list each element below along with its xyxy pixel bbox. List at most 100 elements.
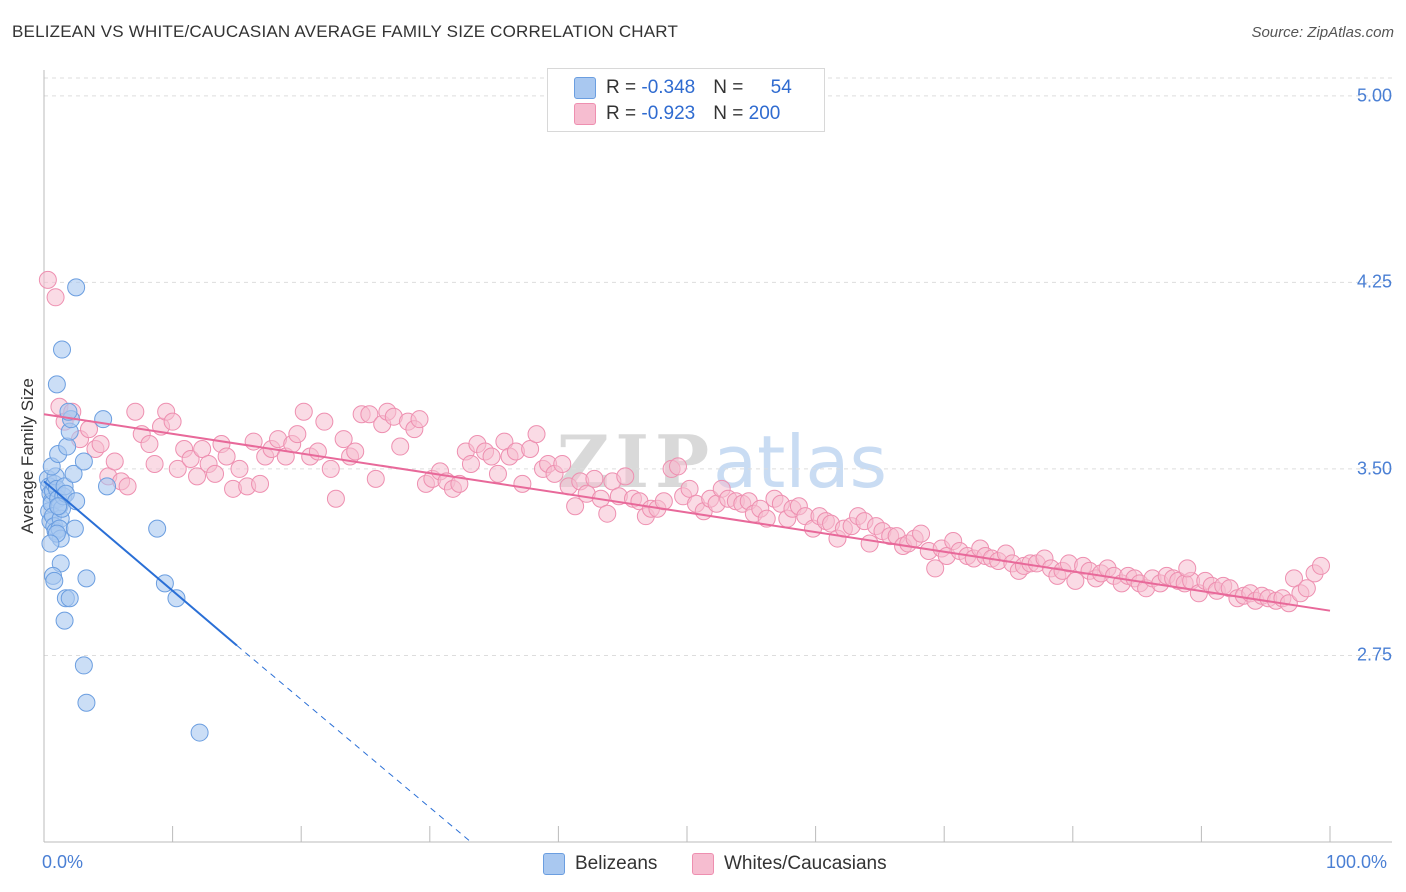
- trend-lines: [43, 413, 1331, 843]
- whites-caucasians-point: [251, 474, 270, 493]
- belizean-point: [98, 477, 117, 496]
- whites-caucasians-point: [1178, 559, 1197, 578]
- whites-caucasians-point: [145, 454, 164, 473]
- whites-caucasians-point: [450, 474, 469, 493]
- whites-caucasians-point: [598, 504, 617, 523]
- whites-caucasians-point: [527, 425, 546, 444]
- belizeans-trend-extension: [236, 645, 472, 843]
- belizean-point: [77, 693, 96, 712]
- whites-caucasians-point: [140, 435, 159, 454]
- whites-caucasians-point: [410, 410, 429, 429]
- y-tick-label: 4.25: [1356, 271, 1392, 292]
- whites-caucasians-point: [118, 477, 137, 496]
- watermark-atlas: atlas: [713, 420, 887, 504]
- belizean-point: [167, 589, 186, 608]
- belizean-point: [45, 571, 64, 590]
- chart-title: BELIZEAN VS WHITE/CAUCASIAN AVERAGE FAMI…: [12, 22, 679, 41]
- belizean-point: [148, 519, 167, 538]
- whites-caucasians-point: [668, 457, 687, 476]
- whites-caucasians-point: [553, 454, 572, 473]
- whites-caucasians-point: [926, 559, 945, 578]
- whites-caucasians-point: [188, 467, 207, 486]
- whites-caucasians-point: [346, 442, 365, 461]
- n-label: N =: [713, 77, 749, 98]
- belizean-point: [53, 340, 72, 359]
- n-value: 200: [748, 103, 781, 124]
- belizean-point: [60, 589, 79, 608]
- whites-caucasians-point: [334, 430, 353, 449]
- legend-text: R = -0.348 N = 54: [606, 77, 792, 99]
- source-label: Source: ZipAtlas.com: [1251, 24, 1394, 41]
- legend-swatch-pink: [574, 103, 596, 125]
- whites-caucasians-point: [391, 437, 410, 456]
- bottom-legend-label: Belizeans: [575, 853, 658, 874]
- whites-caucasians-point: [616, 467, 635, 486]
- whites-caucasians-point: [488, 464, 507, 483]
- r-value: -0.348: [641, 77, 696, 98]
- y-tick-label: 3.50: [1356, 458, 1392, 479]
- whites-caucasians-point: [566, 497, 585, 516]
- n-value: 54: [770, 77, 792, 98]
- whites-caucasians-point: [513, 474, 532, 493]
- whites-caucasians-point: [105, 452, 124, 471]
- whites-caucasians-point: [181, 449, 200, 468]
- whites-caucasians-point: [315, 412, 334, 431]
- belizean-point: [64, 464, 83, 483]
- belizean-point: [67, 278, 86, 297]
- whites-caucasians-point: [1066, 571, 1085, 590]
- whites-caucasians-point: [1284, 569, 1303, 588]
- whites-caucasians-point: [91, 435, 110, 454]
- whites-caucasians-trend-line: [43, 413, 1331, 612]
- bottom-legend-swatch-pink: [692, 853, 714, 875]
- belizean-point: [55, 611, 74, 630]
- whites-caucasians-point: [860, 534, 879, 553]
- whites-caucasians-point: [126, 402, 145, 421]
- r-label: R =: [606, 77, 642, 98]
- whites-caucasians-point: [206, 464, 225, 483]
- belizean-point: [41, 534, 60, 553]
- belizean-point: [59, 402, 78, 421]
- correlation-legend: R = -0.348 N = 54 R = -0.923 N = 200: [547, 68, 825, 132]
- whites-caucasians-point: [366, 469, 385, 488]
- bottom-legend-swatch-blue: [543, 853, 565, 875]
- whites-caucasians-point: [168, 459, 187, 478]
- n-label: N =: [713, 103, 749, 124]
- whites-caucasians-point: [193, 440, 212, 459]
- whites-caucasians-point: [757, 509, 776, 528]
- belizean-point: [77, 569, 96, 588]
- whites-caucasians-point: [326, 489, 345, 508]
- belizean-point: [190, 723, 209, 742]
- belizean-point: [74, 452, 93, 471]
- belizean-point: [65, 519, 84, 538]
- bottom-legend-whites: Whites/Caucasians: [692, 852, 887, 876]
- belizean-point: [67, 492, 86, 511]
- belizeans-trend-line: [43, 480, 238, 647]
- whites-caucasians-point: [912, 524, 931, 543]
- whites-caucasians-point: [321, 459, 340, 478]
- belizeans-points: [38, 278, 209, 742]
- whites-caucasians-point: [163, 412, 182, 431]
- r-label: R =: [606, 103, 642, 124]
- whites-caucasians-point: [294, 402, 313, 421]
- whites-caucasians-point: [585, 469, 604, 488]
- axes: [43, 70, 1392, 843]
- whites-caucasians-point: [521, 440, 540, 459]
- y-tick-label: 5.00: [1356, 85, 1392, 106]
- r-value: -0.923: [641, 103, 696, 124]
- legend-text: R = -0.923 N = 200: [606, 103, 780, 125]
- belizean-point: [58, 437, 77, 456]
- whites-caucasians-points: [38, 270, 1330, 613]
- belizean-point: [74, 656, 93, 675]
- x-tick-label-max: 100.0%: [1326, 852, 1388, 872]
- whites-caucasians-point: [217, 447, 236, 466]
- whites-caucasians-point: [80, 420, 99, 439]
- whites-caucasians-point: [680, 479, 699, 498]
- y-tick-label: 2.75: [1356, 644, 1392, 665]
- belizean-point: [49, 497, 68, 516]
- whites-caucasians-point: [482, 447, 501, 466]
- whites-caucasians-point: [461, 454, 480, 473]
- whites-caucasians-point: [46, 288, 65, 307]
- legend-swatch-blue: [574, 77, 596, 99]
- whites-caucasians-point: [360, 405, 379, 424]
